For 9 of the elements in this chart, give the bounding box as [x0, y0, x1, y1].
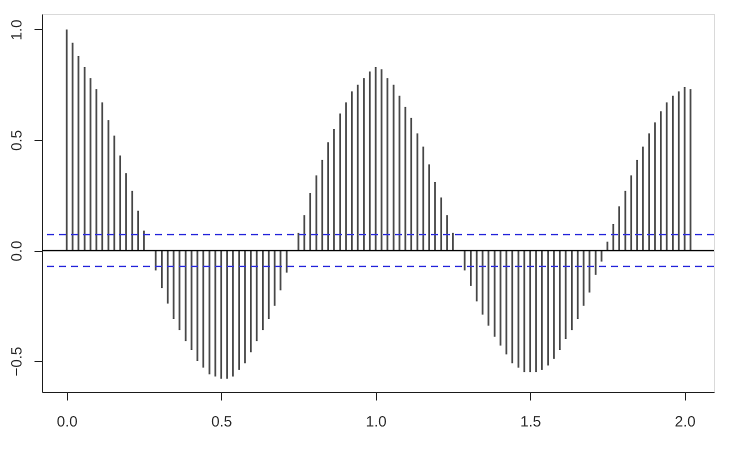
y-tick-label: −0.5 [8, 346, 26, 376]
y-tick-label: 0.0 [8, 240, 26, 262]
x-tick-label: 0.0 [56, 414, 78, 430]
x-tick-label: 2.0 [674, 414, 696, 430]
x-tick-label: 1.0 [366, 414, 387, 430]
y-tick-label: 0.5 [8, 130, 26, 151]
x-tick-label: 1.5 [520, 414, 542, 430]
y-tick-label: 1.0 [8, 20, 26, 40]
x-tick-label: 0.5 [211, 414, 232, 430]
